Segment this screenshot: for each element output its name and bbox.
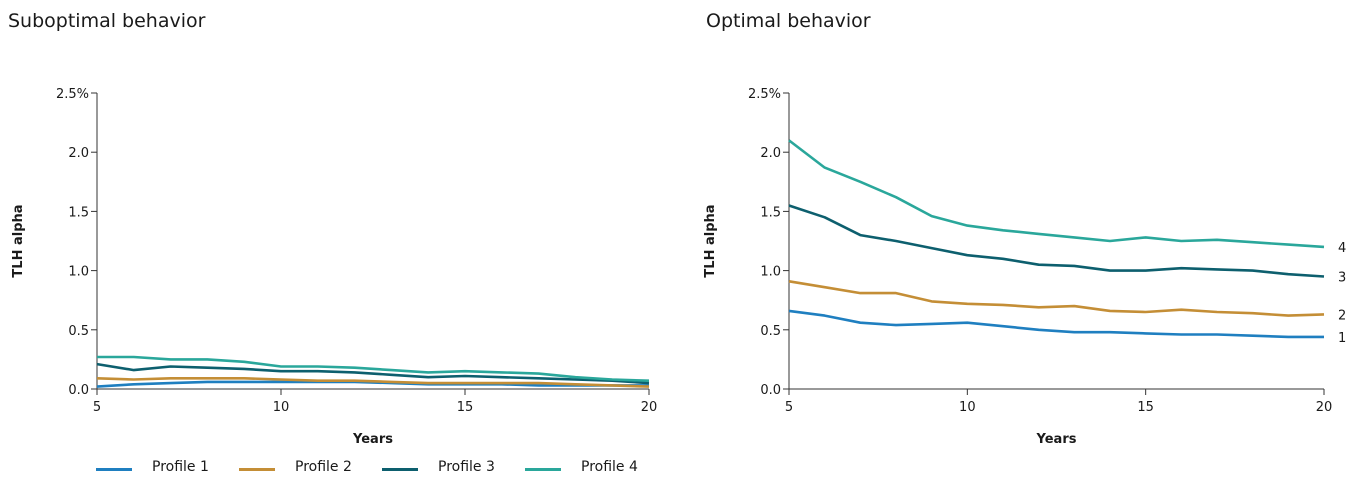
- left-x-tick-label: 20: [641, 400, 658, 415]
- legend-label-profile-3: Profile 3: [438, 459, 495, 475]
- right-y-tick-label: 1.0: [760, 265, 781, 280]
- left-y-tick-label: 0.5: [68, 324, 89, 339]
- right-x-tick-label: 10: [959, 400, 976, 415]
- right-x-tick-label: 5: [785, 400, 793, 415]
- legend-swatch-profile-2: [239, 468, 275, 471]
- right-y-tick-label: 2.0: [760, 146, 781, 161]
- left-series-line-4: [97, 355, 650, 382]
- left-x-tick-label: 15: [457, 400, 474, 415]
- right-series-line-1: [788, 309, 1324, 339]
- legend-item-profile-3: Profile 3: [382, 459, 522, 499]
- right-series-end-label-3: 3: [1338, 271, 1346, 286]
- right-y-tick-label: 2.5%: [748, 87, 781, 102]
- left-chart-title: Suboptimal behavior: [8, 10, 206, 32]
- legend-item-profile-2: Profile 2: [239, 459, 379, 499]
- legend-swatch-profile-3: [382, 468, 418, 471]
- right-y-tick-label: 1.5: [760, 205, 781, 220]
- right-chart: 0.0 0.5 1.0 1.5 2.0 2.5% 5 10 15 20 Years TLH alpha…: [703, 87, 1346, 447]
- right-x-tick-label: 15: [1137, 400, 1154, 415]
- legend-label-profile-2: Profile 2: [295, 459, 352, 475]
- left-chart: 0.0 0.5 1.0 1.5 2.0 2.5% 5 10 15 20 Years TLH alpha: [11, 87, 657, 447]
- right-series-end-label-4: 4: [1338, 241, 1346, 256]
- right-y-axis-title: TLH alpha: [703, 204, 718, 277]
- left-series-line-2: [96, 376, 650, 388]
- right-y-tick-label: 0.0: [760, 383, 781, 398]
- left-x-tick-label: 5: [93, 400, 101, 415]
- legend-swatch-profile-1: [96, 468, 132, 471]
- left-series-line-3: [96, 362, 650, 385]
- chart-legend: Profile 1 Profile 2 Profile 3 Profile 4: [96, 459, 676, 499]
- right-chart-title: Optimal behavior: [706, 10, 871, 32]
- left-x-tick-label: 10: [273, 400, 290, 415]
- legend-swatch-profile-4: [525, 468, 561, 471]
- left-x-axis-title: Years: [352, 432, 393, 447]
- right-y-tick-label: 0.5: [760, 324, 781, 339]
- right-series-end-label-1: 1: [1338, 331, 1346, 346]
- right-series-line-3: [788, 204, 1325, 278]
- right-series-line-2: [788, 280, 1325, 317]
- left-y-tick-label: 1.5: [68, 205, 89, 220]
- legend-label-profile-1: Profile 1: [152, 459, 209, 475]
- legend-item-profile-1: Profile 1: [96, 459, 236, 499]
- left-y-tick-label: 2.0: [68, 146, 89, 161]
- left-y-tick-label: 0.0: [68, 383, 89, 398]
- left-y-axis-title: TLH alpha: [11, 204, 26, 277]
- left-y-tick-label: 1.0: [68, 265, 89, 280]
- right-x-axis-title: Years: [1036, 432, 1077, 447]
- legend-label-profile-4: Profile 4: [581, 459, 638, 475]
- legend-item-profile-4: Profile 4: [525, 459, 665, 499]
- right-x-tick-label: 20: [1316, 400, 1333, 415]
- left-y-tick-label: 2.5%: [56, 87, 89, 102]
- right-series-line-4: [788, 139, 1325, 249]
- right-series-end-label-2: 2: [1338, 308, 1346, 323]
